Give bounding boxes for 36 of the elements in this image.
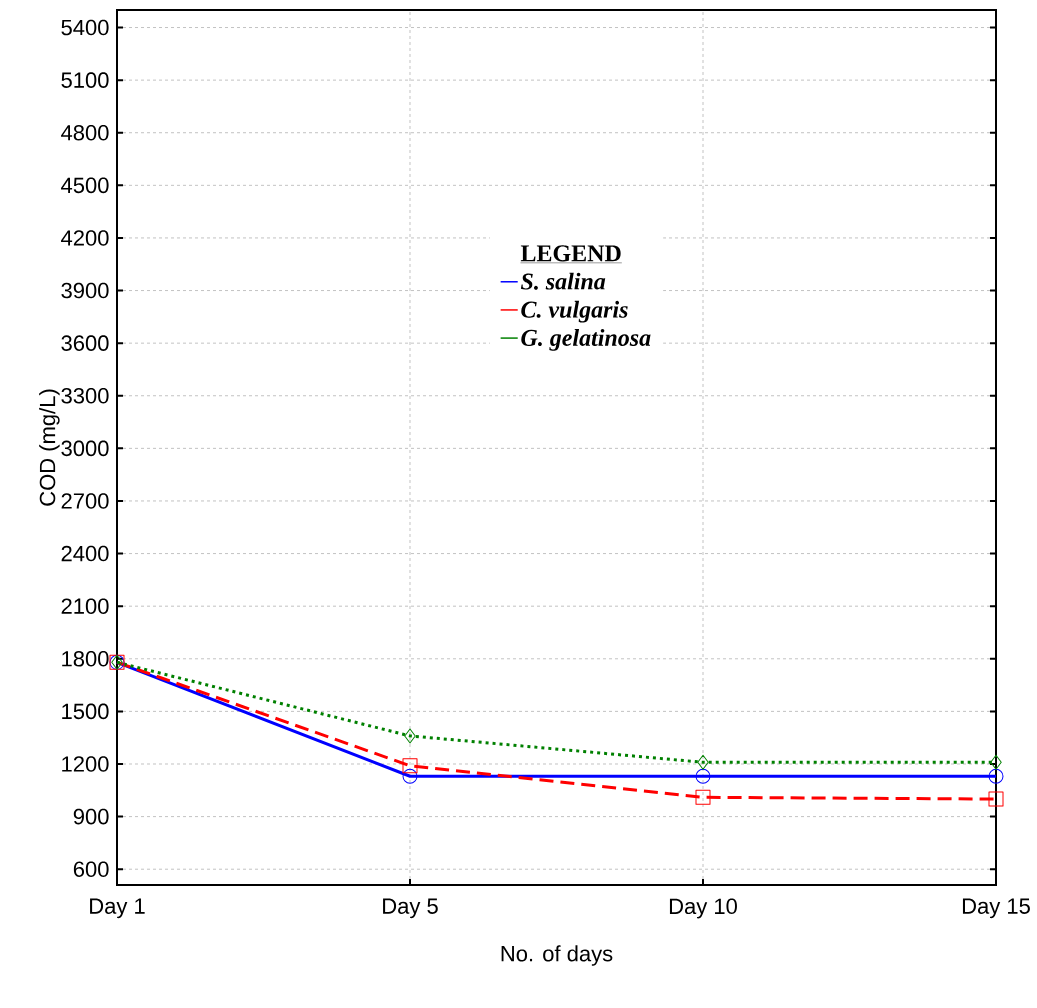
legend-label: C. vulgaris [521, 300, 628, 323]
point [402, 768, 418, 784]
y-tick-label: 4500 [61, 177, 109, 194]
y-tick-label: 5100 [61, 72, 109, 88]
point [402, 758, 418, 774]
y-tick-label: 4200 [61, 230, 109, 246]
point [988, 768, 1004, 784]
y-tick-label: 3300 [61, 387, 109, 404]
x-tick-label: Day 15 [962, 898, 1030, 919]
x-tick-label: Day 1 [90, 898, 145, 919]
point [695, 789, 711, 805]
point [988, 791, 1004, 807]
legend-label: G. gelatinosa [521, 329, 651, 351]
point [697, 754, 709, 770]
point [695, 768, 711, 784]
y-tick-label: 2400 [61, 545, 109, 562]
y-tick-label: 1500 [62, 703, 109, 720]
point [404, 728, 416, 744]
y-axis-title: COD (mg/L) [39, 389, 60, 506]
y-tick-label: 4800 [61, 124, 109, 141]
point [990, 754, 1002, 770]
y-tick-label: 2700 [61, 493, 109, 509]
y-tick-label: 3600 [61, 335, 109, 351]
y-tick-label: 1800 [62, 650, 109, 667]
y-tick-label: 2100 [61, 598, 109, 614]
y-tick-label: 3900 [61, 282, 109, 299]
legend-title: LEGEND [520, 245, 621, 262]
x-tick-label: Day 10 [669, 898, 737, 919]
y-tick-label: 600 [73, 861, 109, 877]
y-tick-label: 5400 [61, 19, 109, 36]
x-tick-label: Day 5 [383, 898, 438, 919]
x-axis-title: No. of days [501, 945, 613, 966]
y-tick-label: 1200 [62, 756, 109, 772]
y-tick-label: 900 [73, 808, 109, 825]
y-tick-label: 3000 [61, 440, 109, 457]
legend-label: S. salina [520, 272, 606, 290]
